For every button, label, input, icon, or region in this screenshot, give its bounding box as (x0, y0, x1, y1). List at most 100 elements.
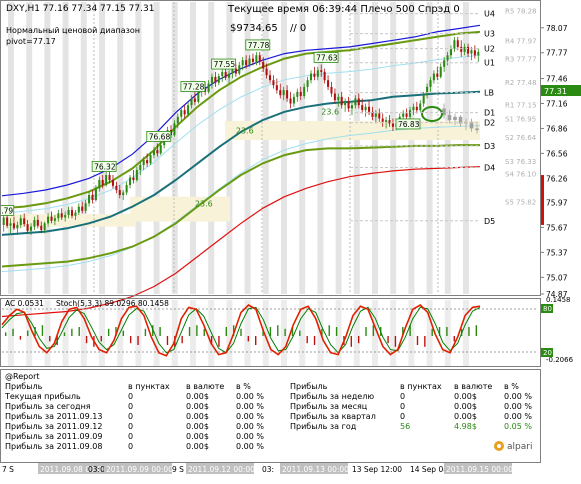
candle-body (77, 206, 80, 213)
candle-body (221, 71, 224, 77)
candle-body (357, 98, 360, 106)
candle-body (289, 98, 292, 104)
band-green-upper (1, 30, 481, 210)
pivot-value: pivot=77.17 (6, 37, 56, 46)
candle-body (36, 219, 39, 226)
session-band-lower (426, 300, 433, 366)
candle-body (70, 209, 74, 216)
candle-body (337, 96, 340, 101)
pivot-note: R1 77.15 (505, 101, 537, 109)
candle-body (265, 68, 268, 76)
session-band (44, 2, 51, 294)
candle-body (251, 58, 254, 62)
projection-body (453, 116, 457, 121)
candle-body (303, 86, 306, 97)
candle-body (101, 180, 104, 186)
symbol-header: DXY,H1 77.16 77.34 77.15 77.31 (6, 4, 154, 14)
session-band (208, 2, 215, 294)
server-time: Текущее время 06:39:44 Плечо 500 Спрэд 0 (227, 4, 460, 15)
session-band-lower (281, 300, 287, 366)
candle-body (180, 110, 183, 117)
report-cell: Прибыль (290, 382, 328, 391)
candle-body (286, 90, 289, 99)
candle-body (149, 155, 152, 164)
report-cell: 0.00$ (454, 402, 477, 411)
session-band (26, 2, 33, 294)
report-cell: 0 (128, 432, 134, 441)
session-band-lower (463, 300, 469, 366)
candle-body (132, 177, 135, 181)
report-cell: 0.05 % (504, 422, 532, 431)
report-cell: 56 (400, 422, 411, 431)
candle-body (241, 60, 244, 66)
candle-body (296, 91, 299, 97)
time-label: 2011.09.09 00:00 (106, 465, 173, 474)
level-label-u4: U4 (484, 10, 495, 19)
pivot-note: S1 76.95 (505, 115, 536, 123)
time-label: 03:0 (88, 465, 105, 474)
report-panel: @Report Прибыль в пунктах в валюте в % Текущ… (0, 370, 540, 460)
session-band (281, 2, 287, 294)
level-label-u3: U3 (484, 30, 495, 39)
candle-body (193, 98, 196, 102)
report-cell: 0 (400, 412, 406, 421)
level-label-lb: LB (484, 89, 494, 98)
candle-body (463, 46, 466, 52)
session-band-lower (26, 300, 33, 366)
session-band (426, 2, 433, 294)
candle-body (190, 98, 193, 106)
report-cell: 0.00$ (186, 442, 209, 451)
report-row: Прибыль за неделю 0 0.00$ 0.00 % (0, 392, 540, 402)
candle-body (344, 101, 347, 106)
candle-body (53, 218, 56, 221)
candle-body (197, 91, 200, 102)
candle-body (313, 73, 316, 77)
indicator-name: Нормальный ценовой диапазон (6, 26, 140, 35)
candle-body (6, 217, 9, 226)
candle-body (94, 188, 97, 200)
session-band-lower (390, 300, 397, 366)
level-label-d3: D3 (484, 142, 495, 151)
candle-body (245, 60, 248, 66)
session-band (226, 2, 233, 294)
report-cell: 0.00 % (504, 392, 532, 401)
candle-body (111, 180, 114, 186)
time-label: 7 S (2, 465, 14, 474)
candle-body (374, 113, 377, 117)
stoch-lower-value: 20 (543, 349, 552, 357)
report-cell: 0 (128, 412, 134, 421)
session-band-lower (372, 300, 378, 366)
session-band (262, 2, 269, 294)
candle-body (255, 55, 258, 62)
candle-body (422, 95, 425, 104)
alpari-logo-text: alpari (507, 442, 532, 452)
band-upper (1, 24, 481, 197)
candle-body (16, 224, 19, 229)
session-band-lower (335, 300, 342, 366)
price-label-box (395, 118, 421, 130)
report-title: @Report (5, 372, 40, 381)
pivot-note: S3 76.33 (505, 158, 536, 166)
candle-body (40, 225, 43, 230)
stoch-lower-tag (541, 348, 553, 357)
session-band (408, 2, 415, 294)
highlight-ellipse (421, 106, 443, 122)
price-tick-label: 76.26 (546, 174, 568, 183)
time-label: 2011.09.13 00:00 (282, 465, 349, 474)
session-band-lower (99, 300, 105, 366)
candle-body (187, 105, 190, 115)
alpari-logo: alpari (494, 441, 532, 452)
candle-body (43, 223, 46, 230)
candle-body (268, 75, 272, 81)
price-label-box (211, 58, 237, 70)
candle-body (467, 46, 470, 54)
price-label-box (180, 81, 206, 92)
time-label: 2011.09.12 00:00 (188, 465, 255, 474)
candle-body (354, 98, 357, 106)
candle-body (412, 106, 415, 111)
candle-body (183, 110, 186, 115)
session-band-lower (80, 300, 87, 366)
report-cell: 4.98$ (454, 422, 477, 431)
session-band-lower (408, 300, 415, 366)
